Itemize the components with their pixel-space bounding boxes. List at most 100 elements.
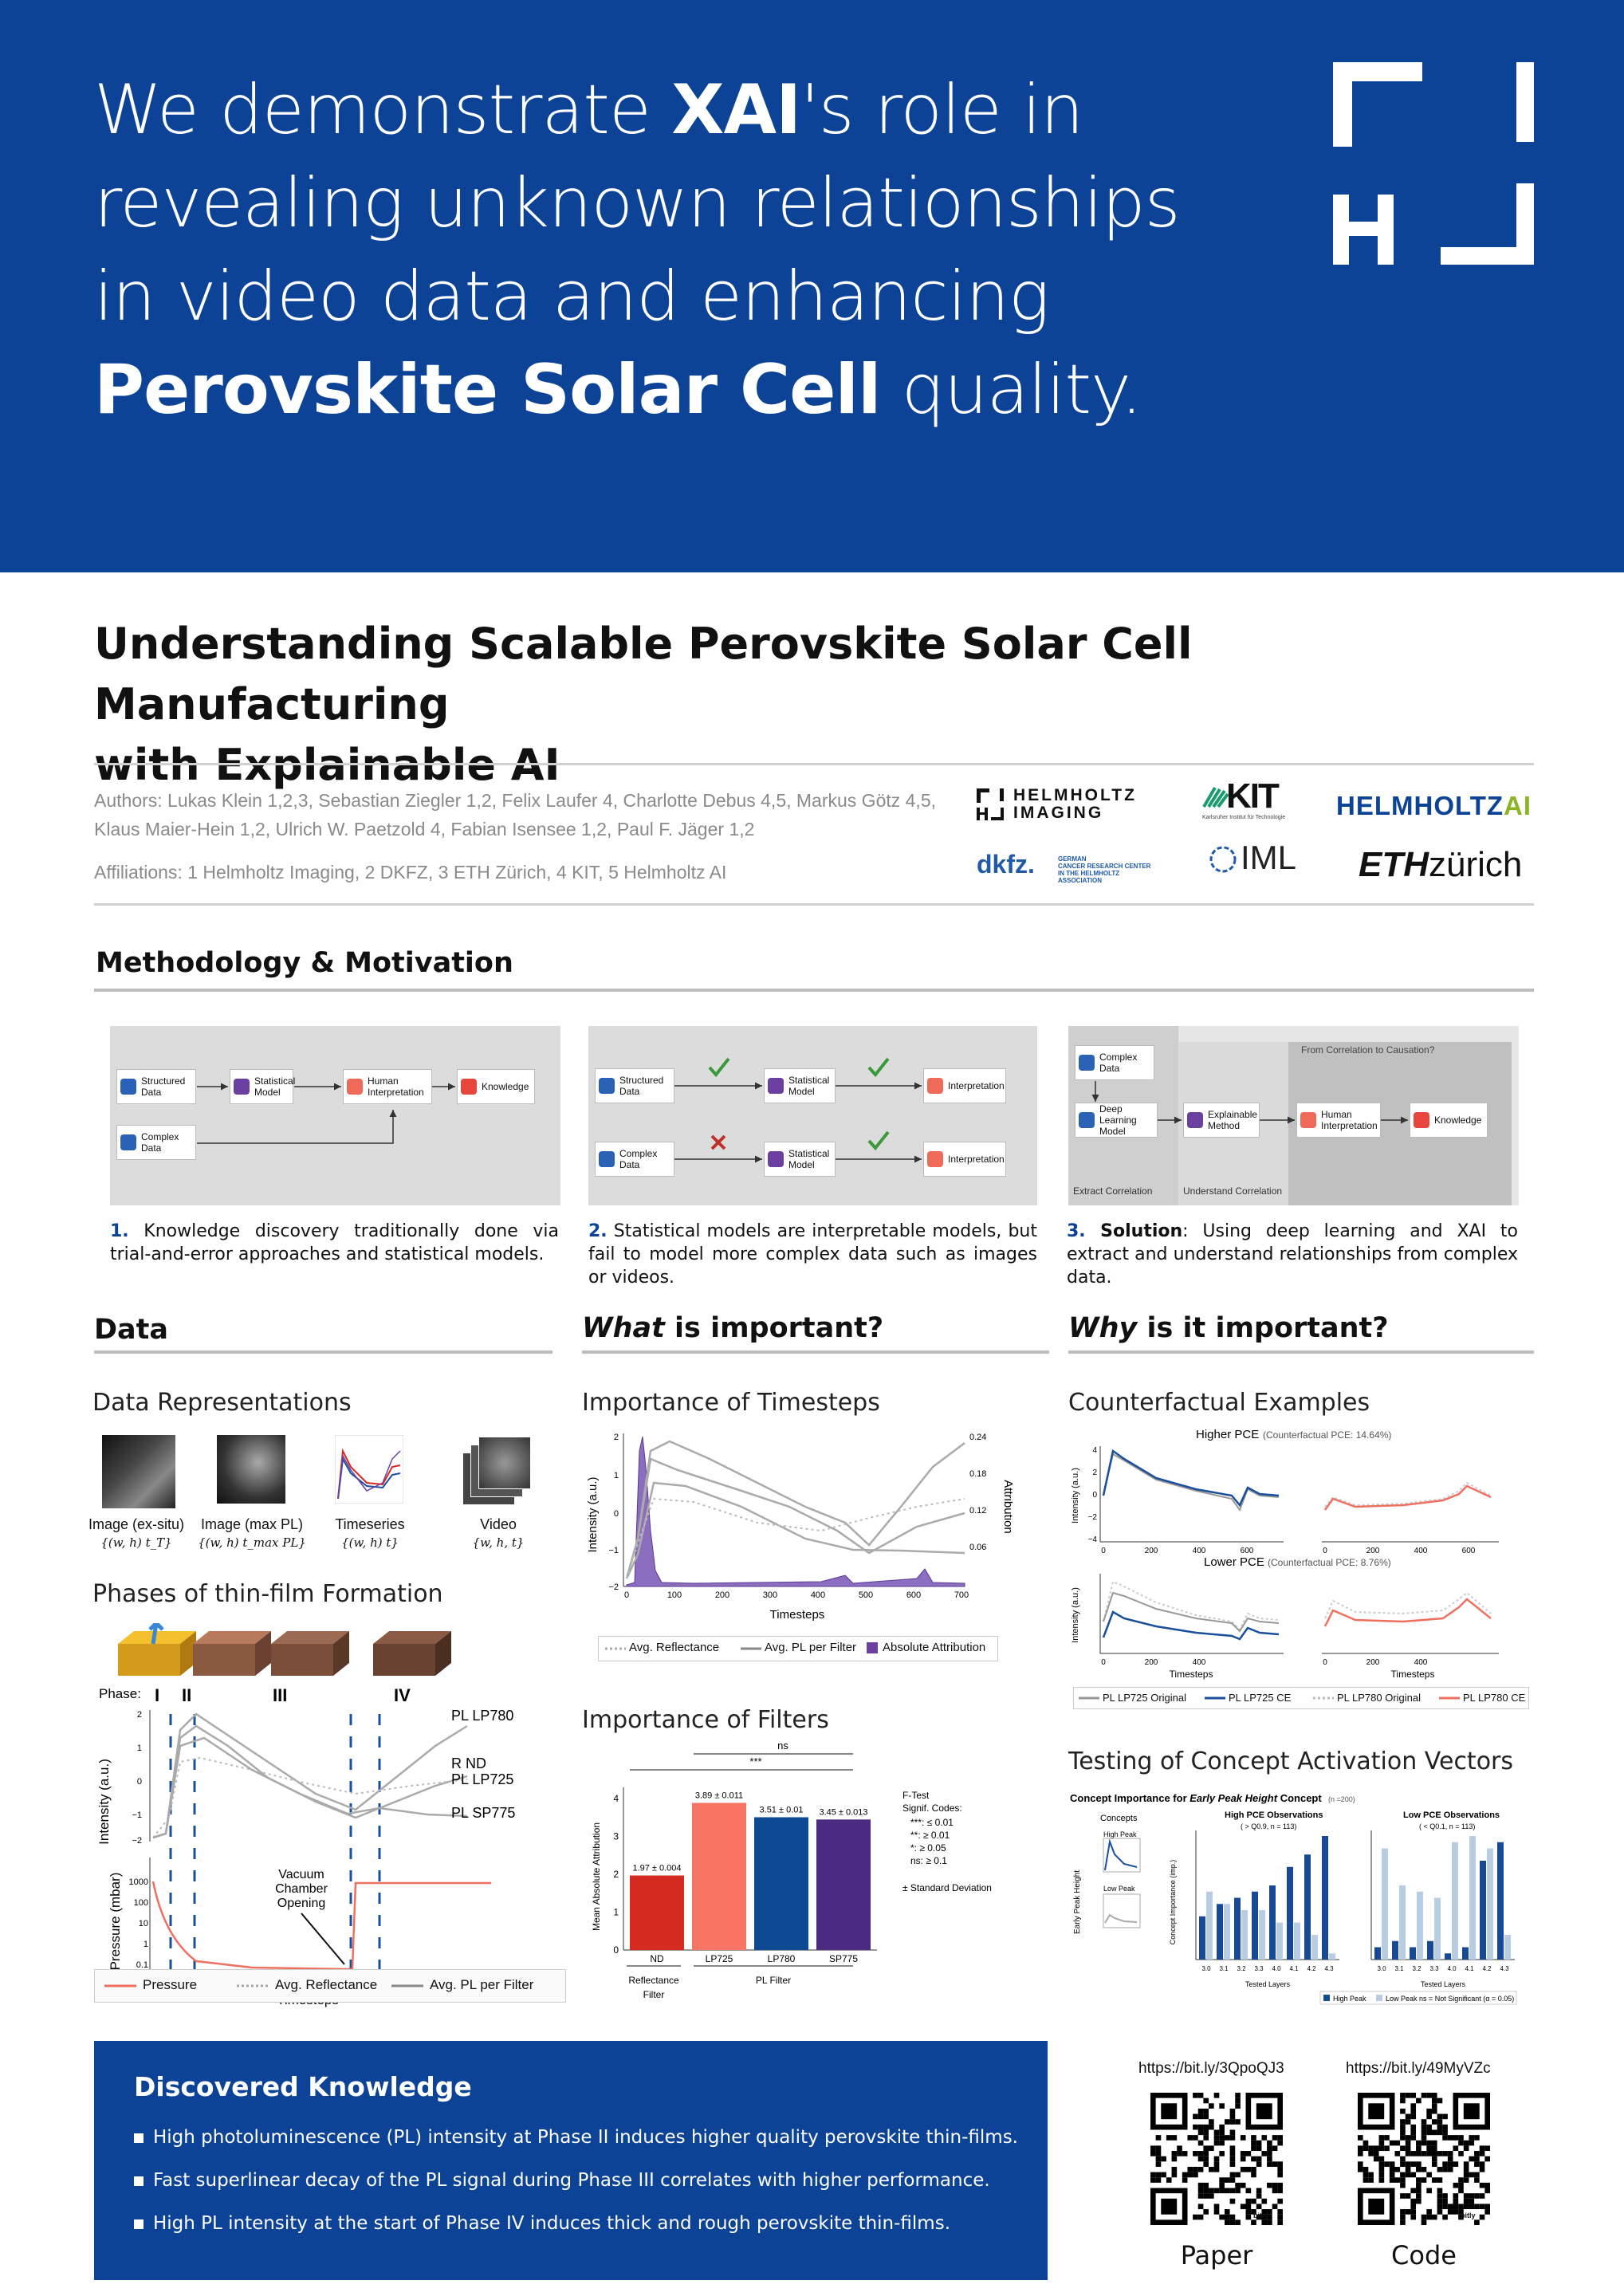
image-icon	[599, 1151, 615, 1167]
svg-text:Early Peak Height: Early Peak Height	[1073, 1870, 1082, 1934]
svg-text:1000: 1000	[129, 1877, 148, 1887]
svg-text:−1: −1	[132, 1810, 142, 1820]
panel-1-caption: 1. Knowledge discovery traditionally don…	[110, 1221, 559, 1264]
tcav-bar	[1452, 1842, 1458, 1960]
svg-text:(n =200): (n =200)	[1328, 1795, 1355, 1803]
svg-text:± Standard Deviation: ± Standard Deviation	[902, 1882, 992, 1893]
helmholtz-imaging-logo-icon	[977, 788, 1004, 820]
tcav-bar	[1504, 1935, 1511, 1960]
timesteps-legend: Avg. Reflectance Avg. PL per Filter Abso…	[598, 1636, 998, 1661]
svg-text:Filter: Filter	[643, 1989, 665, 2000]
svg-text:400: 400	[1193, 1547, 1206, 1555]
node-statistical-model: Statistical Model	[764, 1068, 836, 1103]
svg-text:Tested Layers: Tested Layers	[1245, 1980, 1291, 1988]
code-qr-code[interactable]	[1358, 2093, 1490, 2225]
tcav-layer-label: 4.0	[1272, 1965, 1281, 1972]
paper-qr-code[interactable]	[1150, 2093, 1283, 2225]
svg-text:0: 0	[137, 1777, 142, 1787]
svg-text:Reflectance: Reflectance	[628, 1975, 679, 1986]
what-heading: What is important?	[582, 1312, 884, 1344]
svg-text:ns: ns	[777, 1740, 788, 1751]
svg-text:−2: −2	[1088, 1513, 1098, 1522]
svg-text:(Counterfactual PCE: 14.64%): (Counterfactual PCE: 14.64%)	[1263, 1429, 1391, 1441]
filters-bar-lp725	[692, 1803, 746, 1950]
svg-text:***: ***	[749, 1755, 761, 1767]
tcav-bar	[1287, 1866, 1293, 1960]
kit-logo-icon	[1202, 786, 1229, 808]
tcav-bar	[1497, 1842, 1504, 1960]
svg-text:Mean Absolute Attribution: Mean Absolute Attribution	[591, 1822, 602, 1931]
tcav-layer-label: 3.3	[1429, 1965, 1439, 1972]
filters-category-label: SP775	[829, 1953, 858, 1964]
phases-legend: Pressure Avg. Reflectance Avg. PL per Fi…	[94, 1969, 566, 2003]
svg-text:600: 600	[1462, 1547, 1476, 1555]
filters-bar-label: 3.89 ± 0.011	[695, 1791, 743, 1800]
node-interpretation: Interpretation	[923, 1142, 1006, 1177]
svg-text:200: 200	[1366, 1547, 1380, 1555]
methodology-panel-3: From Correlation to Causation? Extract C…	[1068, 1026, 1519, 1205]
svg-text:Concepts: Concepts	[1100, 1814, 1138, 1823]
knowledge-icon	[461, 1079, 477, 1095]
svg-text:4: 4	[1092, 1446, 1097, 1455]
check-icon	[867, 1057, 890, 1078]
svg-text:200: 200	[1145, 1547, 1158, 1555]
network-icon	[1079, 1112, 1095, 1128]
svg-text:Intensity (a.u.): Intensity (a.u.)	[96, 1759, 112, 1845]
code-link[interactable]: https://bit.ly/49MyVZc	[1346, 2060, 1491, 2077]
svg-text:2: 2	[1092, 1468, 1097, 1477]
panel-1-arrows	[197, 1083, 455, 1144]
svg-text:Low Peak: Low Peak	[1386, 1995, 1418, 2003]
filters-ytick: 0	[613, 1944, 619, 1956]
model-icon	[768, 1078, 784, 1094]
helmholtz-logo-icon	[1333, 62, 1534, 265]
methodology-heading: Methodology & Motivation	[96, 947, 513, 979]
data-representations: Image (ex-situ) {(w, h) t_T} Image (max …	[88, 1435, 542, 1571]
svg-text:700: 700	[954, 1590, 969, 1600]
tcav-layer-label: 4.1	[1289, 1965, 1299, 1972]
svg-text:Concept Importance for Early P: Concept Importance for Early Peak Height…	[1070, 1792, 1322, 1804]
dkfz-logo: dkfz. GERMAN CANCER RESEARCH CENTER IN T…	[977, 850, 1151, 884]
tcav-layer-label: 3.1	[1219, 1965, 1229, 1972]
hero-banner: We demonstrate XAI's role in revealing u…	[0, 0, 1624, 572]
methodology-panel-2: Structured Data Statistical Model Interp…	[588, 1026, 1037, 1205]
check-icon	[867, 1130, 890, 1151]
database-icon	[120, 1079, 136, 1095]
tcav-bar	[1382, 1848, 1388, 1960]
tcav-bar	[1427, 1940, 1433, 1960]
svg-text:Concept Importance (imp.): Concept Importance (imp.)	[1169, 1860, 1177, 1945]
svg-text:***: ≤ 0.01: ***: ≤ 0.01	[910, 1817, 954, 1828]
svg-text:0.18: 0.18	[969, 1469, 986, 1479]
svg-text:0: 0	[624, 1590, 629, 1600]
svg-text:Intensity (a.u.): Intensity (a.u.)	[1071, 1468, 1080, 1523]
filters-title: Importance of Filters	[582, 1706, 829, 1734]
paper-link[interactable]: https://bit.ly/3QpoQJ3	[1138, 2060, 1284, 2077]
thin-film-illustrations	[118, 1623, 451, 1676]
tcav-layer-label: 3.3	[1254, 1965, 1264, 1972]
tcav-bar	[1374, 1947, 1381, 1960]
filters-ytick: 2	[613, 1869, 619, 1880]
knowledge-item: Fast superlinear decay of the PL signal …	[134, 2170, 990, 2191]
filters-ytick: 4	[613, 1793, 619, 1804]
tcav-bar	[1329, 1953, 1335, 1960]
svg-text:0.12: 0.12	[969, 1506, 986, 1516]
svg-text:Intensity (a.u.): Intensity (a.u.)	[586, 1476, 600, 1552]
tcav-bar	[1234, 1897, 1241, 1960]
divider	[94, 903, 1534, 906]
node-complex-data: Complex Data	[1075, 1045, 1154, 1080]
svg-text:ns = Not Significant (α = 0.05: ns = Not Significant (α = 0.05)	[1419, 1995, 1514, 2003]
panel-3-arrows	[1091, 1081, 1408, 1124]
svg-text:200: 200	[1145, 1658, 1158, 1667]
paper-title: Understanding Scalable Perovskite Solar …	[94, 619, 1193, 790]
tcav-layer-label: 4.0	[1447, 1965, 1457, 1972]
svg-text:( > Q0.9, n = 113): ( > Q0.9, n = 113)	[1241, 1822, 1296, 1830]
cross-icon	[710, 1134, 726, 1150]
iml-logo-icon	[1209, 846, 1237, 873]
svg-text:Pressure (mbar): Pressure (mbar)	[108, 1873, 123, 1971]
human-icon	[347, 1079, 363, 1095]
filters-category-label: ND	[650, 1953, 664, 1964]
tcav-bar	[1259, 1910, 1265, 1960]
svg-text:**: ≥ 0.01: **: ≥ 0.01	[910, 1830, 950, 1841]
magnifier-icon	[1187, 1112, 1203, 1128]
node-statistical-model: Statistical Model	[230, 1069, 295, 1104]
code-label: Code	[1391, 2240, 1457, 2270]
